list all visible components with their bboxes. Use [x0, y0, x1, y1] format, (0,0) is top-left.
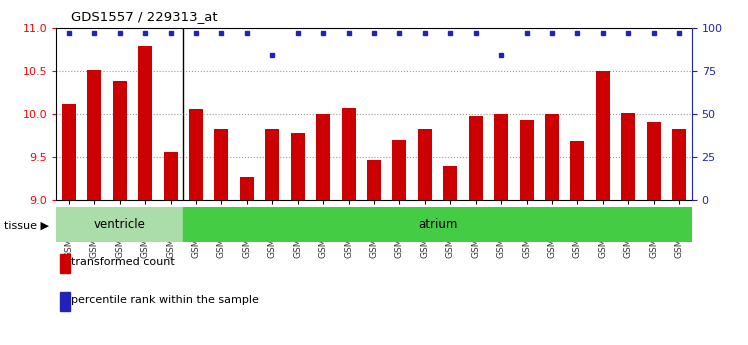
Bar: [418, 129, 432, 200]
Text: transformed count: transformed count: [71, 257, 175, 267]
Bar: [520, 120, 533, 200]
Bar: [545, 114, 559, 200]
Bar: [138, 46, 152, 200]
Bar: [316, 114, 330, 200]
Text: percentile rank within the sample: percentile rank within the sample: [71, 295, 260, 305]
Bar: [215, 129, 228, 200]
Bar: [62, 104, 76, 200]
Bar: [56, 207, 183, 242]
Bar: [183, 207, 692, 242]
Text: ventricle: ventricle: [94, 218, 146, 231]
Bar: [469, 116, 482, 200]
Bar: [88, 70, 101, 200]
Bar: [113, 81, 126, 200]
Bar: [444, 166, 457, 200]
Bar: [164, 152, 177, 200]
Bar: [367, 159, 381, 200]
Bar: [342, 108, 355, 200]
Text: GDS1557 / 229313_at: GDS1557 / 229313_at: [71, 10, 218, 23]
Text: atrium: atrium: [418, 218, 457, 231]
Bar: [571, 141, 584, 200]
Bar: [622, 113, 635, 200]
Bar: [494, 114, 508, 200]
Bar: [266, 129, 279, 200]
Bar: [240, 177, 254, 200]
Bar: [672, 129, 686, 200]
Text: tissue ▶: tissue ▶: [4, 221, 49, 231]
Bar: [393, 140, 406, 200]
Bar: [189, 109, 203, 200]
Bar: [596, 71, 610, 200]
Bar: [291, 133, 304, 200]
Bar: [647, 122, 660, 200]
